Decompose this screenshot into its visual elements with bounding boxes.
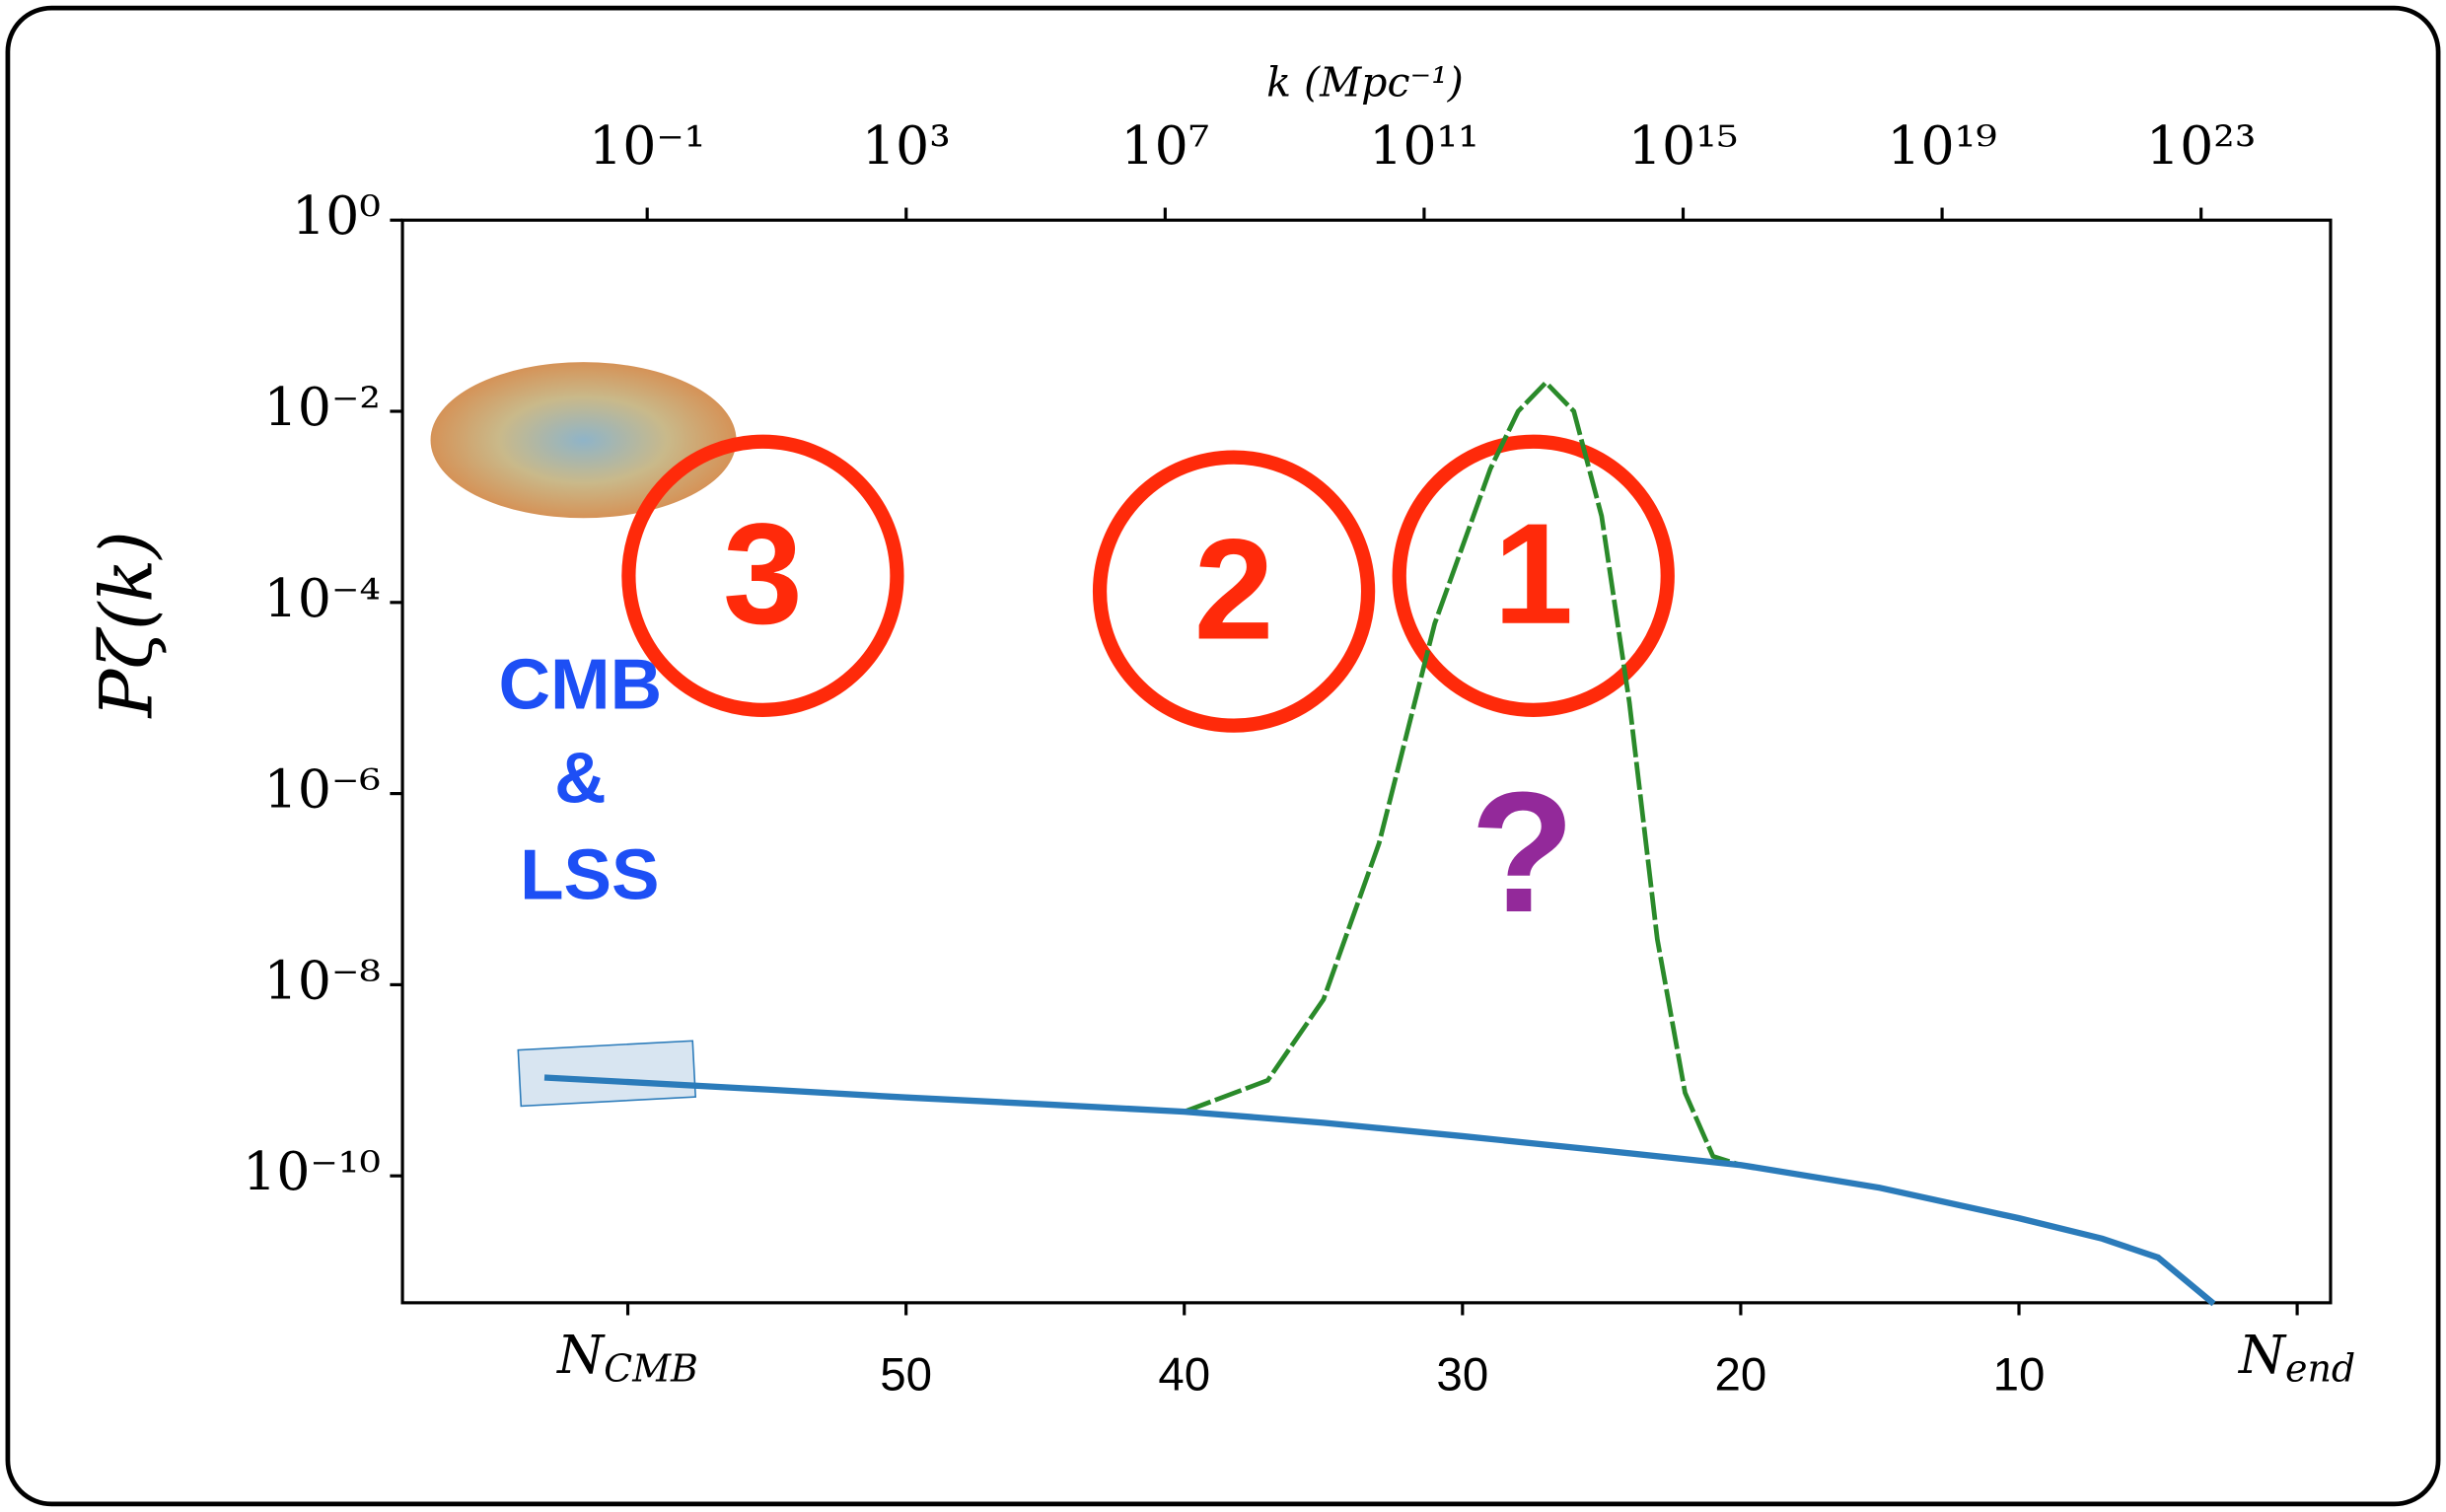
- x2-tick-label: 10¹¹: [1369, 114, 1479, 177]
- cmb-map: [431, 362, 737, 518]
- y-tick-label: 10⁻²: [264, 376, 381, 438]
- x2-tick-label: 10³: [862, 114, 951, 177]
- annotation: 1: [1493, 493, 1573, 654]
- cmb-constraint-box: [518, 1041, 695, 1106]
- x2-tick-label: 10⁷: [1120, 114, 1209, 177]
- y-tick-label: 10⁻⁸: [264, 949, 381, 1011]
- x2-tick-label: 10¹⁹: [1887, 114, 1997, 177]
- x-tick-label: 50: [880, 1348, 932, 1401]
- top-axis-label: k (Mpc⁻¹): [1266, 59, 1464, 107]
- x2-tick-label: 10¹⁵: [1628, 114, 1739, 177]
- y-tick-label: 10⁻⁴: [264, 567, 381, 629]
- x2-tick-label: 10²³: [2146, 114, 2257, 177]
- chart: k (Mpc⁻¹) Pζ(k) 3 2 1 ? CMB & LSS 10⁰ 10⁻…: [0, 0, 2446, 1512]
- annotation: LSS: [520, 834, 660, 914]
- y-tick-label: 10⁻⁶: [264, 758, 381, 821]
- y-tick-label: 10⁻¹⁰: [243, 1140, 381, 1202]
- annotation: 2: [1194, 509, 1274, 670]
- x2-tick-label: 10⁻¹: [589, 114, 705, 177]
- y-axis-label: Pζ(k): [85, 531, 169, 719]
- annotation: ?: [1471, 756, 1575, 948]
- y-tick-label: 10⁰: [292, 184, 381, 247]
- annotation: &: [554, 738, 607, 818]
- annotation: 3: [723, 493, 803, 654]
- x-tick-label: 40: [1158, 1348, 1210, 1401]
- x-tick-label: 20: [1715, 1348, 1767, 1401]
- x-tick-label: 10: [1993, 1348, 2046, 1401]
- x-tick-label: 30: [1436, 1348, 1488, 1401]
- annotation: CMB: [499, 644, 663, 724]
